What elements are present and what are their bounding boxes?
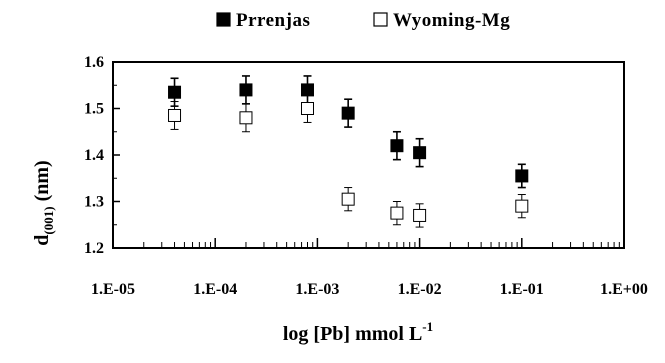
data-point-prrenjas (413, 146, 427, 160)
y-axis-title-sub: (001) (41, 206, 56, 234)
x-tick-label: 1.E+00 (600, 281, 648, 298)
y-axis-title-unit: (nm) (31, 160, 53, 201)
data-point-wyoming-mg (239, 111, 253, 125)
y-axis-title-main: d (31, 235, 53, 246)
plot-border (112, 61, 625, 249)
legend-marker-filled-square (216, 12, 231, 27)
y-tick-label: 1.2 (84, 240, 104, 257)
legend-label: Prrenjas (236, 10, 310, 31)
data-point-prrenjas (341, 106, 355, 120)
data-point-prrenjas (168, 85, 182, 99)
y-tick-label: 1.5 (84, 101, 104, 118)
x-axis-title-main: log [Pb] mmol L (283, 323, 422, 345)
x-axis-title-sup: -1 (422, 319, 433, 334)
y-tick-label: 1.4 (84, 147, 104, 164)
data-point-wyoming-mg (341, 192, 355, 206)
data-point-wyoming-mg (413, 208, 427, 222)
data-markers (168, 83, 529, 222)
data-point-wyoming-mg (390, 206, 404, 220)
y-tick-label: 1.3 (84, 194, 104, 211)
data-point-prrenjas (390, 139, 404, 153)
data-point-wyoming-mg (168, 108, 182, 122)
y-axis-title: d(001) (nm) (31, 160, 56, 245)
x-tick-label: 1.E-01 (500, 281, 544, 298)
data-point-wyoming-mg (300, 102, 314, 115)
legend: Prrenjas Wyoming-Mg (216, 10, 510, 31)
data-point-prrenjas (300, 83, 314, 97)
x-tick-label: 1.E-03 (295, 281, 339, 298)
x-tick-label: 1.E-02 (398, 281, 442, 298)
plot-area (112, 61, 625, 249)
x-tick-label: 1.E-05 (91, 281, 135, 298)
y-axis: 1.2 1.3 1.4 1.5 1.6 (84, 54, 120, 257)
data-point-prrenjas (239, 83, 253, 97)
x-axis-title: log [Pb] mmol L-1 (283, 319, 433, 345)
data-point-prrenjas (515, 169, 529, 183)
y-tick-label: 1.6 (84, 54, 104, 71)
legend-label: Wyoming-Mg (393, 10, 510, 31)
data-point-wyoming-mg (515, 199, 529, 213)
x-tick-label: 1.E-04 (193, 281, 237, 298)
x-axis: 1.E-05 1.E-04 1.E-03 1.E-02 1.E-01 1.E+00 (91, 238, 648, 298)
legend-marker-open-square (373, 12, 388, 27)
